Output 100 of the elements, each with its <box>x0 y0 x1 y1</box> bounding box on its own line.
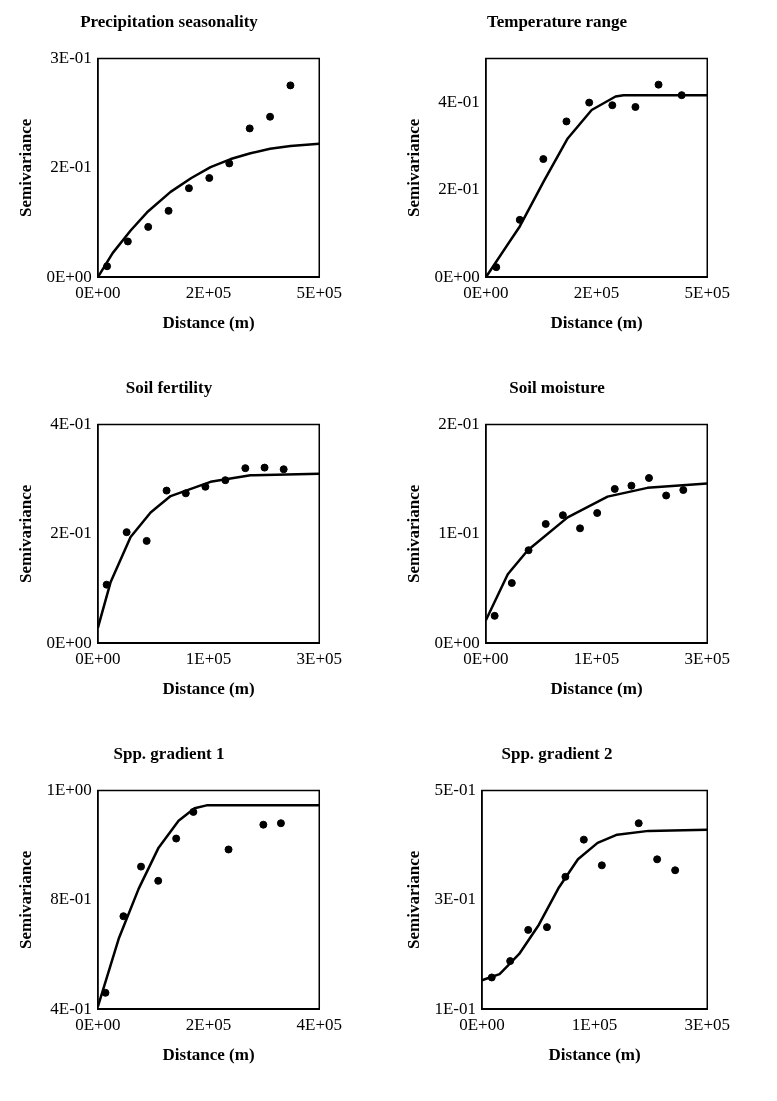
y-axis-title: Semivariance <box>15 484 35 583</box>
point <box>634 819 643 828</box>
point <box>597 861 606 870</box>
chart-title: Soil fertility <box>125 377 213 397</box>
x-tick-label: 4E+05 <box>296 1014 343 1034</box>
y-tick-label: 3E-01 <box>50 47 92 67</box>
x-axis-title: Distance (m) <box>550 679 643 699</box>
point <box>671 866 680 875</box>
point <box>561 872 570 881</box>
point <box>286 81 295 90</box>
chart-title: Spp. gradient 2 <box>501 743 613 763</box>
point <box>542 923 551 932</box>
point <box>608 101 617 110</box>
y-tick-label: 3E-01 <box>434 889 476 909</box>
y-tick-label: 2E-01 <box>50 523 92 543</box>
point <box>524 925 533 934</box>
x-axis-title: Distance (m) <box>550 313 643 333</box>
point <box>539 155 548 164</box>
point <box>201 482 210 491</box>
point <box>260 463 269 472</box>
point <box>662 491 671 500</box>
point <box>122 528 131 537</box>
point <box>221 476 230 485</box>
point <box>181 489 190 498</box>
point <box>172 834 181 843</box>
point <box>102 580 111 589</box>
point <box>245 124 254 133</box>
point <box>164 206 173 215</box>
y-tick-label: 8E-01 <box>50 889 92 909</box>
point <box>225 159 234 168</box>
chart-title: Precipitation seasonality <box>80 11 259 31</box>
point <box>119 912 128 921</box>
point <box>576 524 585 533</box>
point <box>266 112 275 121</box>
point <box>487 973 496 982</box>
point <box>585 98 594 107</box>
point <box>492 263 501 272</box>
x-tick-label: 3E+05 <box>296 648 343 668</box>
x-tick-label: 3E+05 <box>684 648 731 668</box>
point <box>593 509 602 518</box>
x-axis-title: Distance (m) <box>162 679 255 699</box>
point <box>507 579 516 588</box>
point <box>654 80 663 89</box>
point <box>259 820 268 829</box>
point <box>137 862 146 871</box>
point <box>679 486 688 495</box>
point <box>162 486 171 495</box>
point <box>677 91 686 100</box>
x-tick-label: 5E+05 <box>296 282 343 302</box>
x-axis-title: Distance (m) <box>162 313 255 333</box>
point <box>610 484 619 493</box>
x-axis-title: Distance (m) <box>548 1045 641 1065</box>
chart-title: Temperature range <box>486 11 628 31</box>
point <box>644 474 653 483</box>
point <box>506 957 515 966</box>
x-tick-label: 1E+05 <box>571 1014 618 1034</box>
point <box>558 511 567 520</box>
point <box>653 855 662 864</box>
chart-title: Spp. gradient 1 <box>113 743 225 763</box>
point <box>490 611 499 620</box>
point <box>631 102 640 111</box>
y-tick-label: 1E-01 <box>438 523 480 543</box>
point <box>224 845 233 854</box>
y-tick-label: 4E-01 <box>50 413 92 433</box>
y-axis-title: Semivariance <box>15 118 35 217</box>
x-tick-label: 2E+05 <box>185 1014 232 1034</box>
point <box>541 519 550 528</box>
x-tick-label: 1E+05 <box>185 648 232 668</box>
chart-title: Soil moisture <box>509 377 606 397</box>
y-tick-label: 4E-01 <box>438 91 480 111</box>
y-axis-title: Semivariance <box>403 484 423 583</box>
point <box>142 536 151 545</box>
point <box>144 222 153 231</box>
point <box>241 464 250 473</box>
y-axis-title: Semivariance <box>403 850 423 949</box>
point <box>184 184 193 193</box>
point <box>205 174 214 183</box>
point <box>515 215 524 224</box>
point <box>103 262 112 271</box>
x-tick-label: 1E+05 <box>573 648 620 668</box>
y-tick-label: 2E-01 <box>438 413 480 433</box>
y-tick-label: 2E-01 <box>50 157 92 177</box>
y-axis-title: Semivariance <box>15 850 35 949</box>
point <box>101 988 110 997</box>
x-tick-label: 2E+05 <box>573 282 620 302</box>
x-tick-label: 5E+05 <box>684 282 731 302</box>
y-tick-label: 2E-01 <box>438 179 480 199</box>
point <box>123 237 132 246</box>
y-tick-label: 1E+00 <box>46 779 92 799</box>
point <box>627 481 636 490</box>
point <box>276 819 285 828</box>
x-tick-label: 2E+05 <box>185 282 232 302</box>
point <box>189 807 198 816</box>
point <box>154 876 163 885</box>
y-tick-label: 5E-01 <box>434 779 476 799</box>
point <box>579 835 588 844</box>
y-axis-title: Semivariance <box>403 118 423 217</box>
x-tick-label: 3E+05 <box>684 1014 731 1034</box>
point <box>562 117 571 126</box>
x-axis-title: Distance (m) <box>162 1045 255 1065</box>
